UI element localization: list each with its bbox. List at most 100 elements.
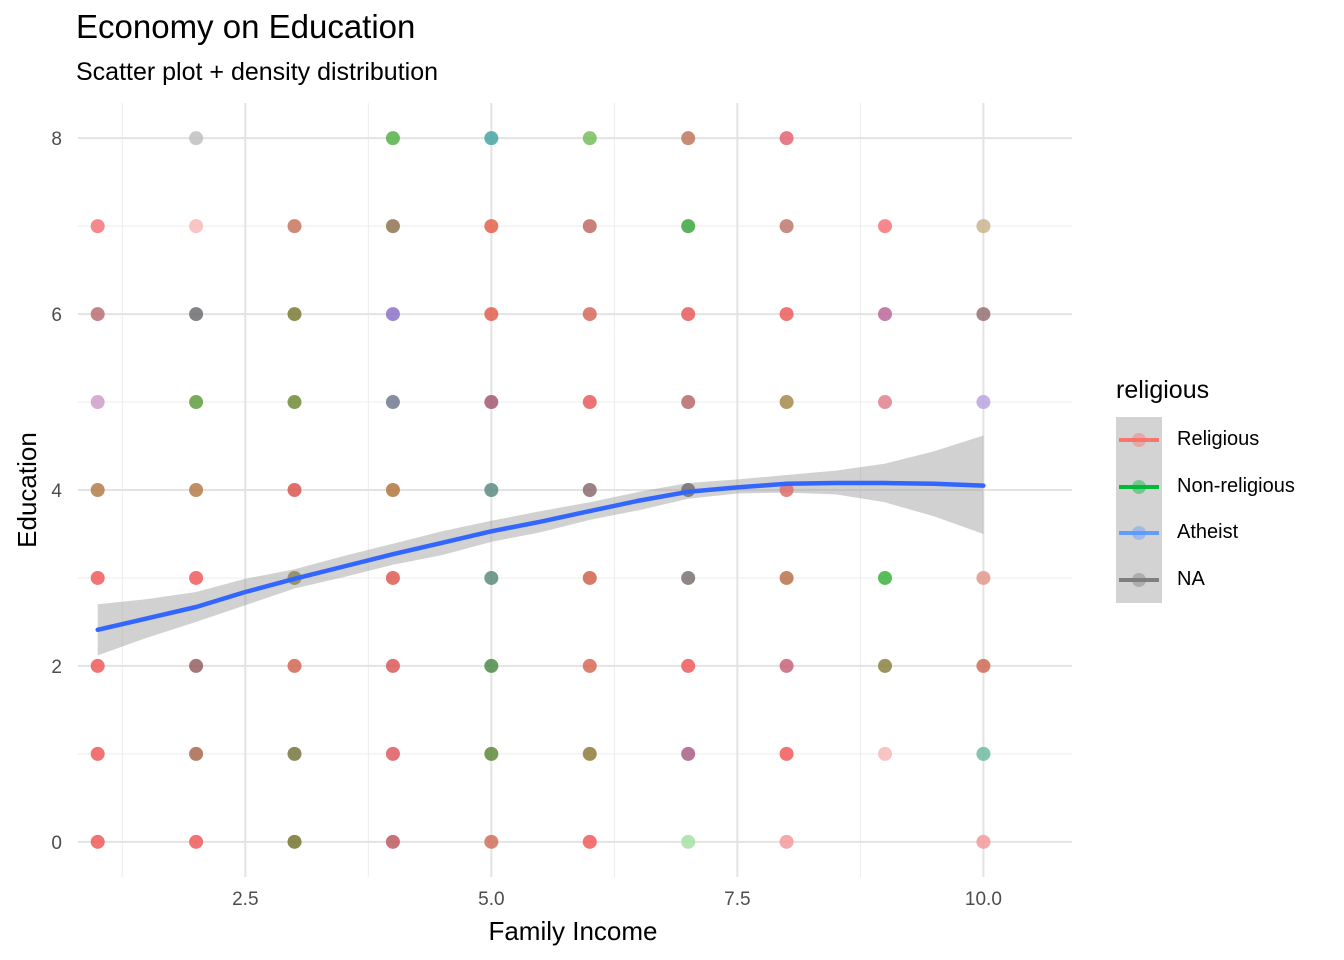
data-point — [681, 219, 696, 234]
chart-title: Economy on Education — [76, 8, 416, 45]
y-tick-label: 2 — [51, 657, 62, 678]
data-point — [189, 658, 204, 673]
data-point — [582, 570, 597, 585]
data-point — [878, 658, 893, 673]
data-point — [878, 219, 893, 234]
data-point — [189, 219, 204, 234]
data-point — [287, 658, 302, 673]
legend-label: NA — [1177, 567, 1205, 590]
data-point — [681, 395, 696, 410]
data-point — [385, 570, 400, 585]
grid-lines — [78, 103, 1072, 877]
legend-item-na: NA — [1116, 556, 1336, 603]
data-point — [681, 131, 696, 146]
data-point — [582, 746, 597, 761]
data-point — [189, 483, 204, 497]
data-point — [878, 307, 893, 322]
data-point — [779, 131, 794, 146]
legend-key — [1116, 417, 1162, 464]
data-point — [484, 395, 499, 410]
legend-line — [1119, 531, 1159, 535]
smooth-line — [95, 480, 986, 633]
data-point — [681, 746, 696, 761]
x-tick-label: 5.0 — [478, 889, 504, 910]
data-point — [582, 834, 597, 849]
data-point — [582, 131, 597, 146]
smooth-line-layer — [95, 480, 986, 633]
data-point — [385, 395, 400, 410]
legend-label: Non-religious — [1177, 474, 1295, 497]
y-axis-title: Education — [12, 432, 42, 548]
legend-key — [1116, 556, 1162, 603]
data-point — [90, 395, 105, 410]
y-tick-label: 8 — [51, 129, 62, 150]
legend-item-non-religious: Non-religious — [1116, 463, 1336, 510]
data-point — [582, 307, 597, 322]
x-tick-label: 7.5 — [724, 889, 750, 910]
data-point — [287, 746, 302, 761]
data-point — [90, 483, 105, 497]
data-point — [385, 307, 400, 322]
tick-labels: 2.5 5.0 7.5 10.0 0 2 4 6 8 — [51, 129, 1001, 910]
data-point — [90, 570, 105, 585]
legend-line — [1119, 577, 1159, 582]
legend-keys: Religious Non-religious Atheist NA — [1116, 417, 1336, 603]
data-point — [484, 131, 499, 146]
data-point — [681, 658, 696, 673]
data-point — [484, 307, 499, 322]
y-tick-label: 0 — [51, 833, 62, 854]
legend-dot — [1132, 526, 1146, 540]
data-point — [385, 483, 400, 497]
data-point — [582, 395, 597, 410]
data-point — [189, 570, 204, 585]
legend: religious Religious Non-religious Atheis… — [1116, 376, 1336, 603]
data-point — [976, 570, 991, 585]
data-point — [385, 834, 400, 849]
legend-title: religious — [1116, 376, 1210, 404]
data-point — [779, 658, 794, 673]
legend-label: Religious — [1177, 428, 1260, 450]
y-tick-label: 4 — [51, 481, 62, 502]
data-point — [976, 658, 991, 673]
data-point — [385, 746, 400, 761]
data-point — [779, 307, 794, 322]
data-point — [779, 395, 794, 410]
data-point — [484, 834, 499, 849]
x-axis-title: Family Income — [488, 916, 657, 946]
data-point — [385, 658, 400, 673]
legend-item-atheist: Atheist — [1116, 510, 1336, 557]
data-point — [90, 307, 105, 322]
points-layer — [90, 131, 991, 849]
data-point — [287, 483, 302, 497]
data-point — [484, 746, 499, 761]
data-point — [976, 746, 991, 761]
data-point — [779, 570, 794, 585]
legend-dot — [1132, 433, 1146, 447]
data-point — [582, 658, 597, 673]
data-point — [779, 483, 794, 497]
data-point — [189, 307, 204, 322]
legend-dot — [1132, 479, 1146, 494]
legend-line — [1119, 438, 1159, 442]
data-point — [681, 834, 696, 849]
data-point — [779, 746, 794, 761]
data-point — [189, 131, 204, 146]
data-point — [189, 746, 204, 761]
data-point — [878, 570, 893, 585]
x-tick-label: 10.0 — [965, 889, 1002, 910]
data-point — [287, 834, 302, 849]
data-point — [287, 219, 302, 234]
data-point — [189, 834, 204, 849]
data-point — [287, 307, 302, 322]
legend-item-religious: Religious — [1116, 417, 1336, 464]
legend-label: Atheist — [1177, 521, 1239, 543]
legend-line — [1119, 484, 1159, 489]
data-point — [878, 746, 893, 761]
y-tick-label: 6 — [51, 305, 62, 326]
data-point — [90, 219, 105, 234]
data-point — [681, 570, 696, 585]
data-point — [681, 307, 696, 322]
data-point — [582, 483, 597, 497]
data-point — [976, 307, 991, 322]
